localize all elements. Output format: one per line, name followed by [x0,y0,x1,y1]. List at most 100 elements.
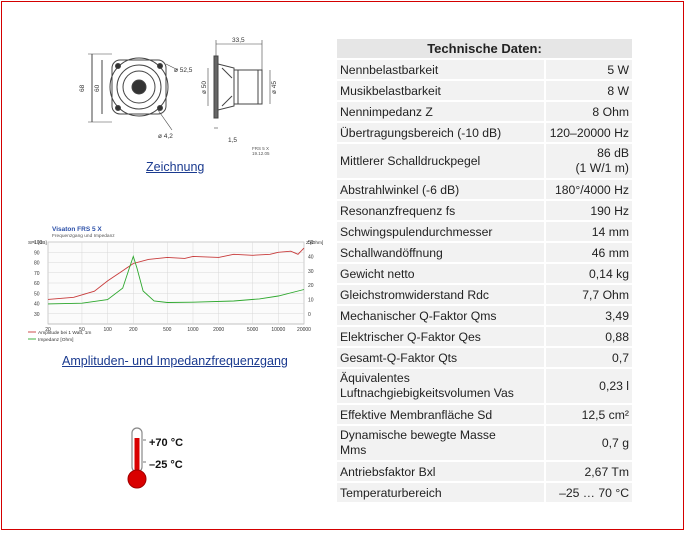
row-label: Mechanischer Q-Faktor Qms [337,305,545,327]
frequency-graph-link[interactable]: Amplituden- und Impedanzfrequenzgang [62,354,288,368]
y-left-tick: 50 [34,291,40,297]
row-value-text: 0,14 kg [589,266,629,281]
row-label: Effektive Membranfläche Sd [337,404,545,426]
table-row: Nennbelastbarkeit 5 W [337,59,632,81]
row-value: 86 dB (1 W/1 m) [544,143,632,180]
x-tick: 200 [129,327,138,333]
y-left-tick: 40 [34,302,40,308]
table-row: Resonanzfrequenz fs 190 Hz [337,200,632,222]
row-label: Äquivalentes Luftnachgiebigkeitsvolumen V… [337,368,545,405]
y-left-tick: 80 [34,261,40,267]
row-label-text: Resonanzfrequenz fs [340,203,456,218]
technical-data-table: Technische Daten: Nennbelastbarkeit 5 W Mu… [337,39,632,504]
row-label-text: Elektrischer Q-Faktor Qes [340,329,481,344]
frequency-graph: Visaton FRS 5 X Frequenzgang und Impedan… [28,226,323,343]
row-label: Übertragungsbereich (-10 dB) [337,122,545,144]
row-label-text: Temperaturbereich [340,485,442,500]
dim-15-label: 1,5 [228,137,237,144]
x-tick: 100 [103,327,112,333]
row-value-text: –25 … 70 °C [559,485,629,500]
row-label-text: Mechanischer Q-Faktor Qms [340,308,497,323]
row-value-text: 8 W [607,83,629,98]
table-row: Nennimpedanz Z 8 Ohm [337,101,632,123]
table-row: Temperaturbereich –25 … 70 °C [337,482,632,504]
y-right-tick: 10 [308,298,314,304]
row-label-text: Abstrahlwinkel (-6 dB) [340,182,460,197]
row-label: Schwingspulendurchmesser [337,221,545,243]
row-value: 180°/4000 Hz [544,179,632,201]
row-value: 12,5 cm² [544,404,632,426]
row-value-text: 2,67 Tm [584,464,629,479]
row-label: Elektrischer Q-Faktor Qes [337,326,545,348]
table-row: Schwingspulendurchmesser 14 mm [337,221,632,243]
table-row: Mittlerer Schalldruckpegel 86 dB (1 W/1 m) [337,143,632,180]
y-left-tick: 30 [34,312,40,318]
table-row: Gewicht netto 0,14 kg [337,263,632,285]
row-label: Gewicht netto [337,263,545,285]
row-value-text: 86 dB [597,146,629,160]
drawing-stamp-date: 19.12.05 [252,151,270,156]
graph-title: Visaton FRS 5 X [52,226,102,233]
row-label: Resonanzfrequenz fs [337,200,545,222]
row-value-text: 0,7 [612,350,629,365]
x-tick: 20000 [297,327,311,333]
row-value-text: 8 Ohm [592,104,629,119]
table-row: Mechanischer Q-Faktor Qms 3,49 [337,305,632,327]
x-tick: 500 [163,327,172,333]
graph-y-left-label: SPL [dB] [28,240,47,246]
graph-gridlines [47,241,305,324]
row-value-text: 0,88 [605,329,629,344]
row-value-text: 7,7 Ohm [582,287,629,302]
row-label-text: Gewicht netto [340,266,415,281]
row-label-text-2: Luftnachgiebigkeitsvolumen Vas [340,386,514,400]
row-value: 5 W [544,59,632,81]
x-tick: 50 [79,327,85,333]
x-tick: 1000 [187,327,198,333]
row-value: –25 … 70 °C [544,482,632,504]
row-label-text-2: Mms [340,443,367,457]
row-value-text: 5 W [607,62,629,77]
row-label-text: Übertragungsbereich (-10 dB) [340,125,502,140]
row-value: 8 Ohm [544,101,632,123]
y-left-tick: 100 [34,240,43,246]
y-right-tick: 30 [308,269,314,275]
dim-d525-label: ø 52,5 [174,67,193,74]
row-value-text: 180°/4000 Hz [555,182,629,197]
y-left-tick: 70 [34,271,40,277]
row-value: 7,7 Ohm [544,284,632,306]
row-value: 3,49 [544,305,632,327]
y-right-tick: 20 [308,283,314,289]
row-value-text: 0,7 g [601,435,629,450]
row-label: Mittlerer Schalldruckpegel [337,143,545,180]
temperature-min: –25 °C [149,459,183,471]
table-row: Übertragungsbereich (-10 dB) 120–20000 Hz [337,122,632,144]
spl-curve [47,247,305,300]
legend-spl-label: Amplitude bei 1 Watt, 1m [38,330,91,336]
table-header: Technische Daten: [337,39,632,60]
table-row: Schallwandöffnung 46 mm [337,242,632,264]
row-label: Musikbelastbarkeit [337,80,545,102]
table-row: Gleichstromwiderstand Rdc 7,7 Ohm [337,284,632,306]
row-label: Antriebsfaktor Bxl [337,461,545,483]
x-tick: 2000 [213,327,224,333]
table-row: Äquivalentes Luftnachgiebigkeitsvolumen V… [337,368,632,405]
row-value: 0,7 [544,347,632,369]
row-value-text: 0,23 l [599,378,629,393]
row-label: Gleichstromwiderstand Rdc [337,284,545,306]
thermometer-icon [127,427,147,489]
x-tick: 5000 [247,327,258,333]
row-label-text: Dynamische bewegte Masse [340,428,496,442]
table-row: Effektive Membranfläche Sd 12,5 cm² [337,404,632,426]
graph-subtitle: Frequenzgang und Impedanz [52,233,115,239]
table-row: Abstrahlwinkel (-6 dB) 180°/4000 Hz [337,179,632,201]
row-label-text: Schallwandöffnung [340,245,443,260]
row-label: Nennbelastbarkeit [337,59,545,81]
zeichnung-link[interactable]: Zeichnung [146,160,205,174]
row-label: Gesamt-Q-Faktor Qts [337,347,545,369]
left-panel: 33,5 ø 52,5 68 60 ø 4,2 ø 50 ø 45 1,5 FR… [0,0,336,533]
row-value: 0,88 [544,326,632,348]
row-label-text: Gesamt-Q-Faktor Qts [340,350,458,365]
drawing-stamp-model: FRS 5 X [252,146,269,151]
dim-d45-label: ø 45 [271,81,278,94]
